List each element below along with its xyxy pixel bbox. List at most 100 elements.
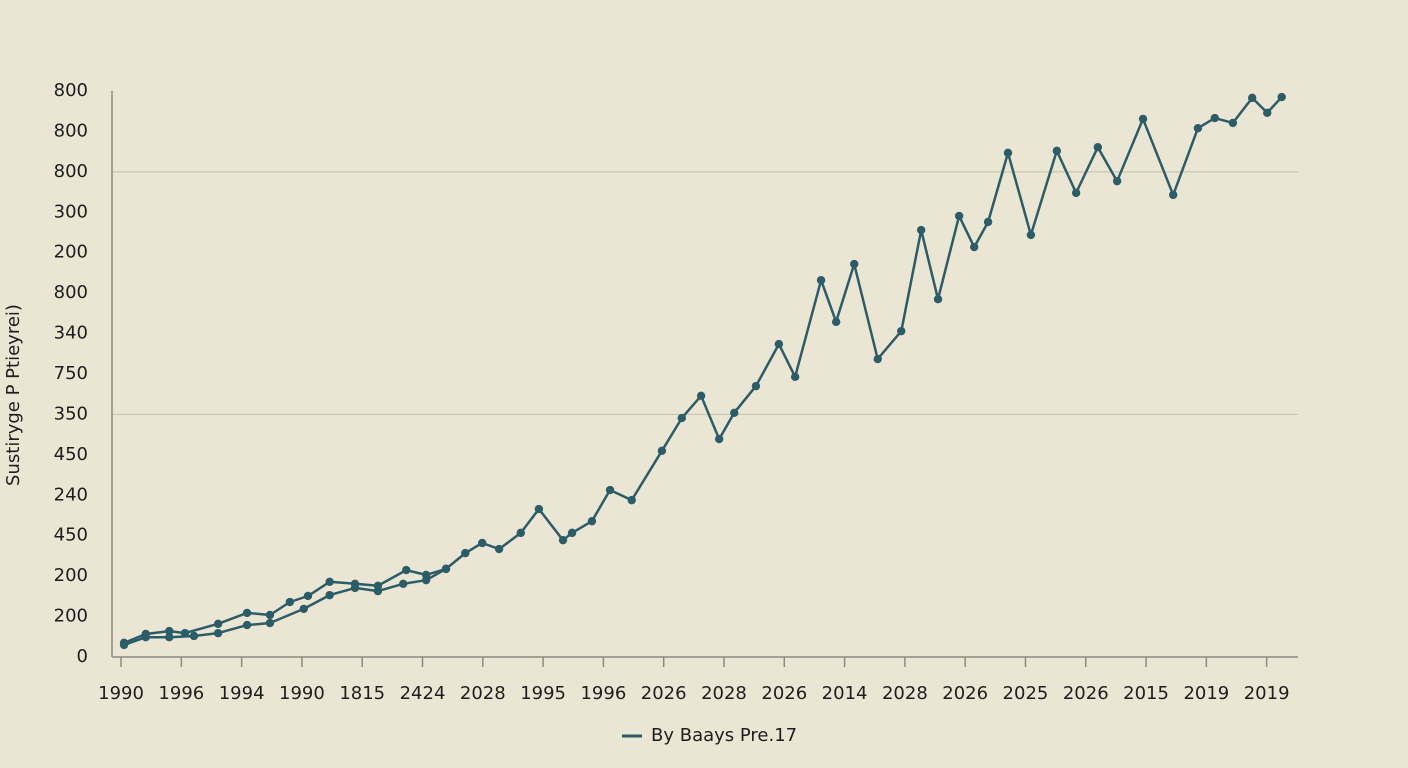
data-point [461, 548, 470, 558]
x-tick-label: 2026 [641, 683, 687, 704]
x-tick-label: 2424 [400, 683, 446, 704]
y-tick-label: 450 [54, 525, 88, 546]
data-point [983, 217, 993, 227]
x-tick-label: 2028 [460, 683, 506, 704]
data-point [421, 575, 431, 585]
data-point [1228, 118, 1238, 128]
data-point [242, 608, 252, 618]
x-tick-label: 1815 [339, 683, 385, 704]
data-point [402, 565, 411, 575]
y-tick-label: 800 [54, 282, 88, 303]
data-point [954, 211, 964, 221]
data-point [1168, 190, 1178, 200]
x-tick-label: 2026 [942, 683, 988, 704]
data-point [696, 391, 706, 401]
y-tick-label: 800 [54, 80, 88, 101]
data-point [303, 591, 313, 601]
legend-label: By Baays Pre.17 [651, 725, 797, 746]
y-tick-label: 800 [54, 161, 88, 182]
data-point [850, 259, 859, 269]
data-point [790, 372, 800, 382]
data-point [1112, 176, 1122, 186]
data-point [1193, 123, 1203, 133]
y-tick-label: 800 [54, 120, 88, 141]
data-point [534, 504, 544, 514]
y-tick-label: 300 [54, 201, 88, 222]
y-tick-label: 0 [77, 646, 88, 667]
data-point [325, 590, 334, 600]
data-point [970, 242, 979, 252]
data-point [141, 632, 150, 642]
data-point [441, 564, 451, 574]
data-point [399, 579, 408, 589]
x-tick-label: 2028 [882, 683, 928, 704]
data-point [916, 225, 926, 235]
data-point [1026, 230, 1036, 240]
data-point [165, 632, 174, 642]
data-point [831, 317, 841, 327]
x-tick-label: 1994 [219, 683, 265, 704]
data-point [516, 528, 525, 538]
series-line [123, 96, 1283, 645]
data-point [657, 446, 667, 456]
y-axis-title: Sustiryge P Ptieyrei) [3, 304, 24, 486]
data-point [816, 276, 826, 285]
data-point [714, 434, 724, 444]
data-point [730, 408, 739, 418]
y-tick-label: 340 [54, 323, 88, 344]
data-point [265, 610, 275, 620]
data-point [1263, 108, 1272, 118]
x-tick-label: 2025 [1003, 683, 1049, 704]
y-tick-label: 200 [54, 565, 88, 586]
y-tick-label: 200 [54, 606, 88, 627]
x-tick-label: 2026 [1063, 683, 1109, 704]
data-point [285, 597, 295, 607]
y-tick-label: 450 [54, 444, 88, 465]
data-point [119, 640, 129, 650]
data-point [325, 577, 334, 587]
x-tick-label: 2028 [701, 683, 747, 704]
data-point [627, 495, 636, 505]
data-point [605, 485, 615, 495]
y-tick-label: 240 [54, 484, 88, 505]
x-tick-label: 1996 [158, 683, 204, 704]
data-point [299, 604, 308, 614]
y-tick-label: 200 [54, 242, 88, 263]
data-point [1093, 142, 1103, 152]
data-point [1138, 114, 1148, 124]
data-point [1210, 113, 1219, 123]
x-tick-label: 1990 [98, 683, 144, 704]
data-point [213, 619, 223, 629]
data-point [677, 413, 686, 423]
data-point [213, 628, 223, 638]
data-point [751, 381, 761, 391]
data-point [189, 631, 199, 641]
data-point [494, 544, 504, 554]
data-point [350, 583, 360, 593]
data-point [897, 326, 906, 336]
data-point [873, 354, 882, 364]
data-point [933, 295, 943, 304]
data-point [567, 528, 577, 538]
y-tick-label: 750 [54, 363, 88, 384]
data-point [478, 538, 487, 548]
x-tick-label: 1990 [279, 683, 325, 704]
data-point [1071, 188, 1081, 198]
data-point [373, 586, 383, 596]
x-tick-label: 1995 [520, 683, 566, 704]
data-point [1277, 92, 1286, 102]
data-point [587, 516, 597, 526]
data-point [1052, 146, 1062, 156]
x-tick-label: 2019 [1183, 683, 1229, 704]
x-tick-label: 2019 [1244, 683, 1290, 704]
x-tick-label: 2014 [822, 683, 868, 704]
data-point [558, 535, 568, 545]
y-tick-label: 350 [54, 403, 88, 424]
data-point [1247, 93, 1257, 103]
data-point [1003, 148, 1013, 158]
x-tick-label: 2026 [761, 683, 807, 704]
x-tick-label: 2015 [1123, 683, 1169, 704]
data-point [774, 339, 784, 349]
